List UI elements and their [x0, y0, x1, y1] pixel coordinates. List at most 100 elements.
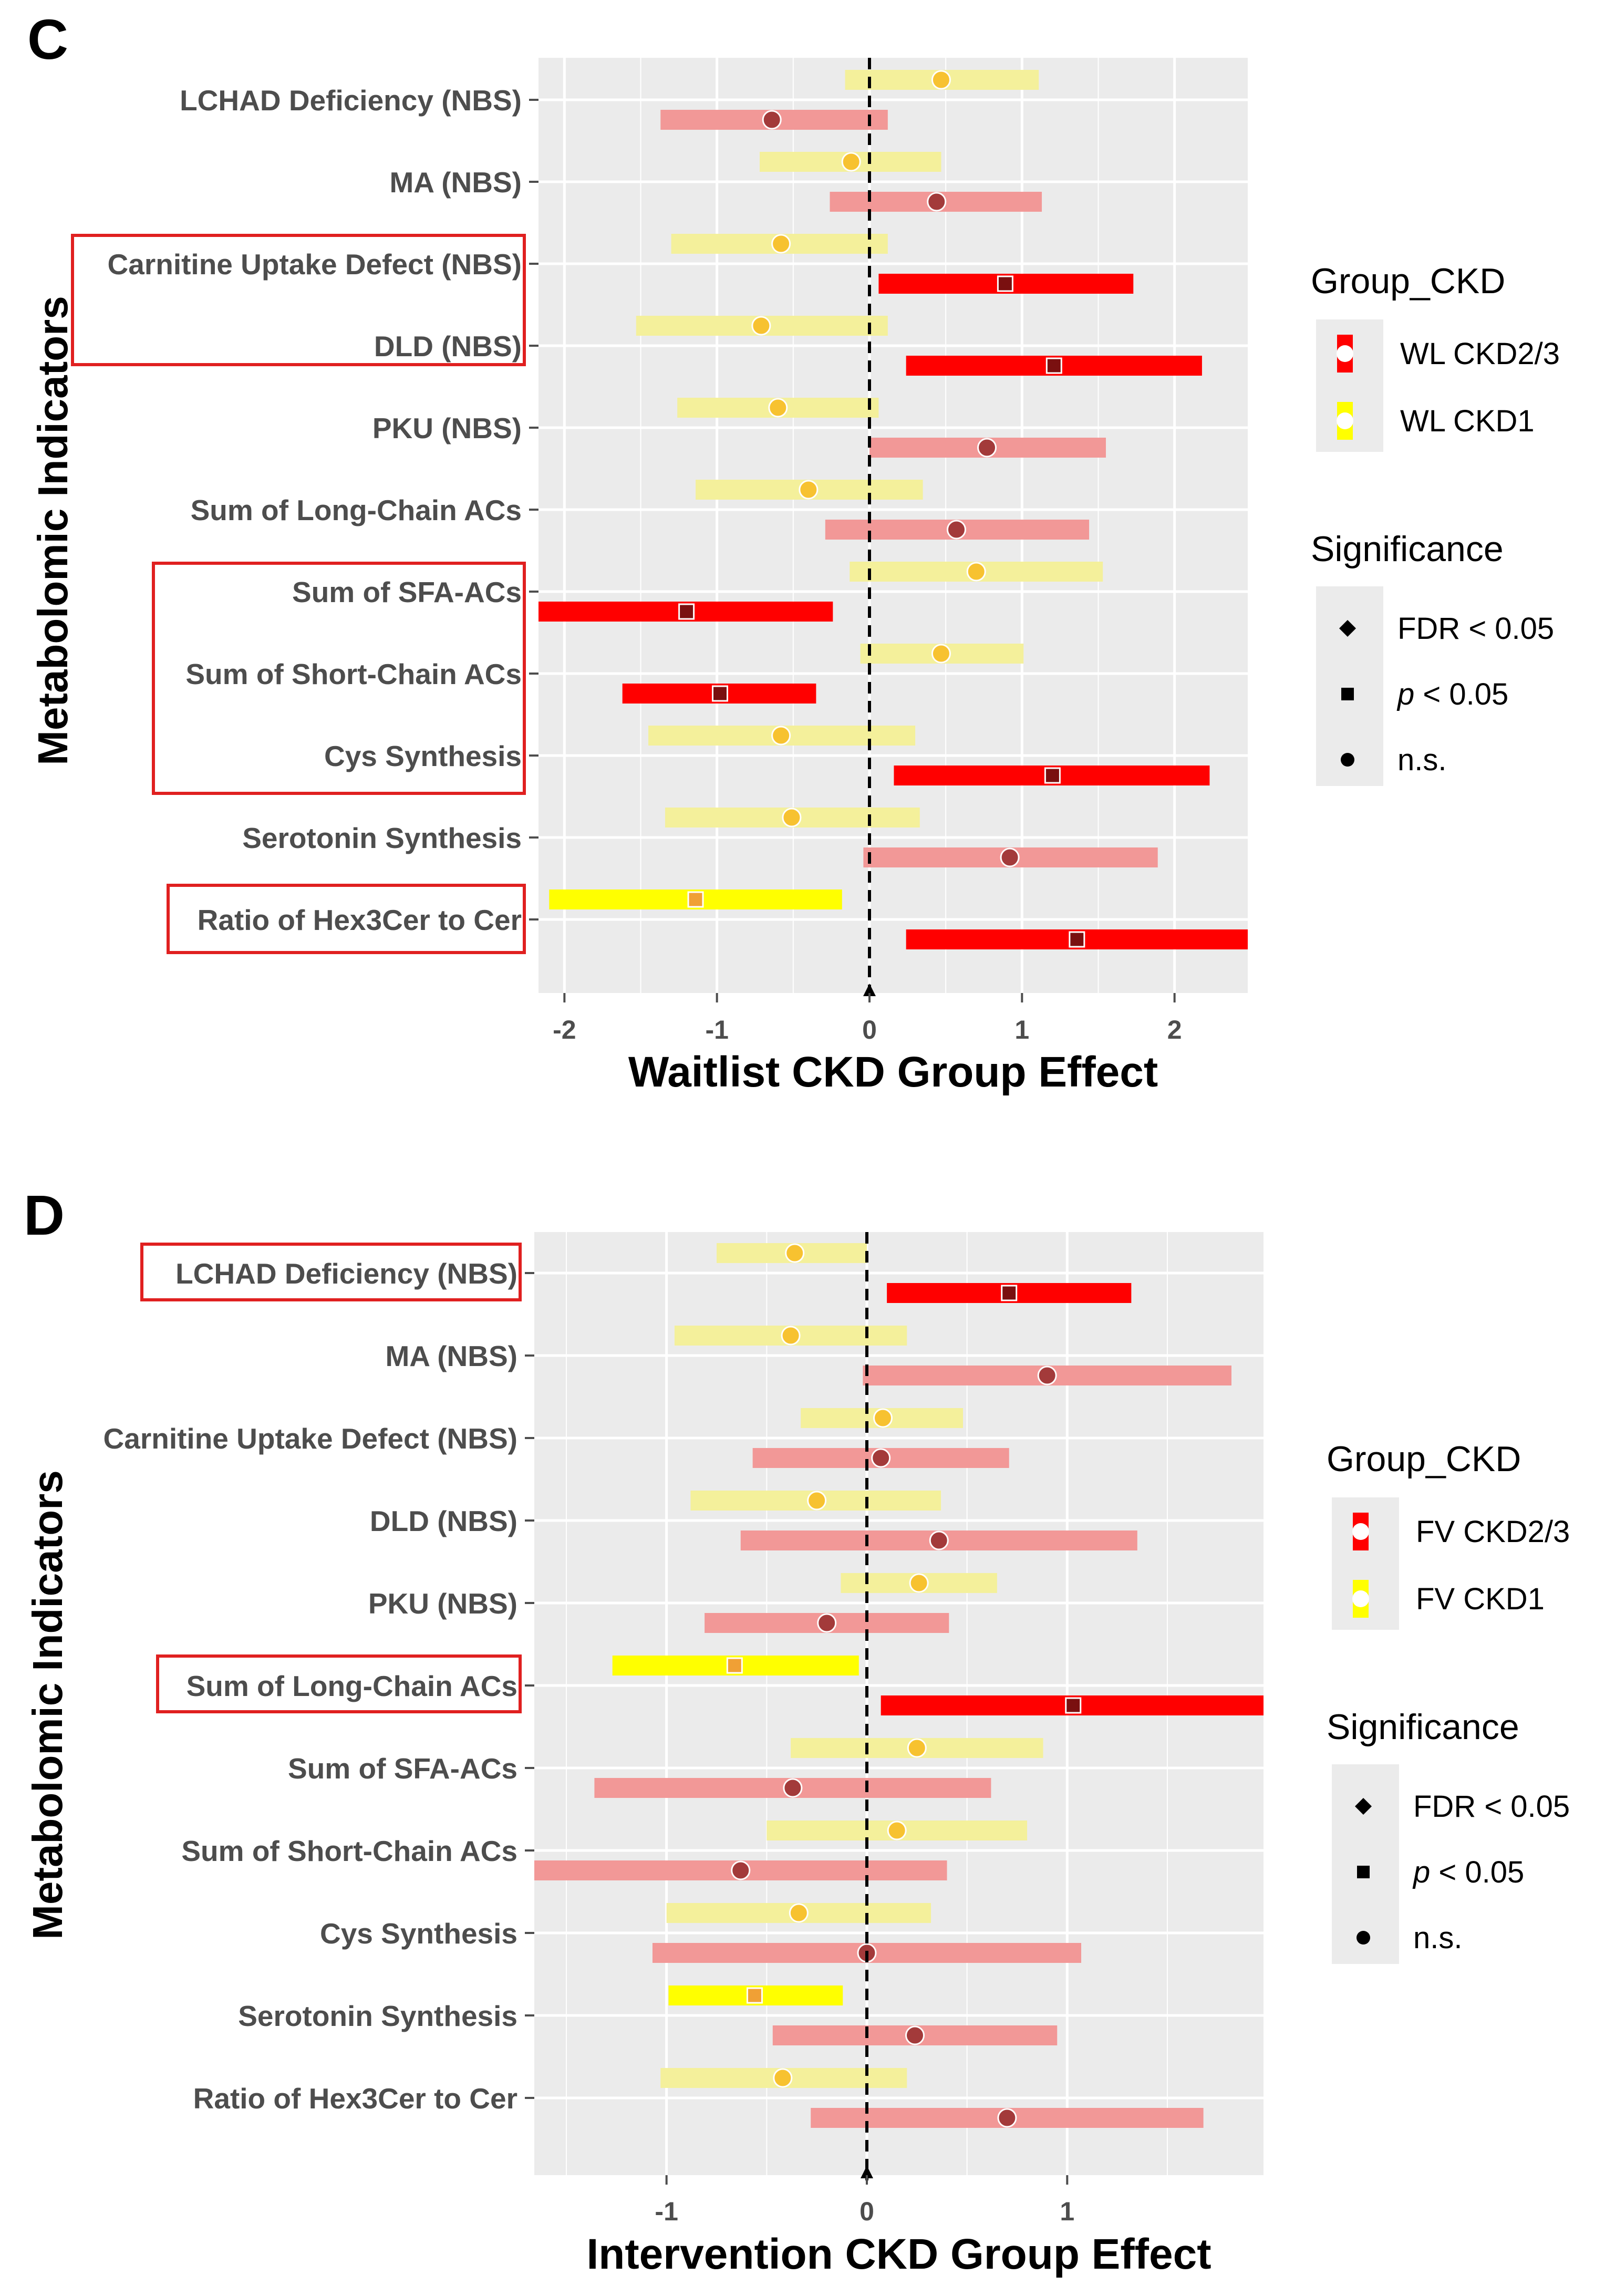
legend-significance-title: Significance: [1311, 529, 1504, 569]
ckd23-estimate-point: [927, 192, 947, 212]
legend-significance-label: n.s.: [1397, 743, 1447, 777]
ckd23-estimate-square: [1069, 931, 1085, 948]
ckd1-estimate-point: [799, 480, 819, 500]
x-tick-label: 1: [1014, 1015, 1029, 1044]
ckd1-estimate-point: [771, 726, 791, 746]
highlight-box: [167, 884, 526, 954]
legend-group-title: Group_CKD: [1311, 261, 1505, 301]
y-tick-label: LCHAD Deficiency (NBS): [180, 84, 522, 117]
legend-group-label: FV CKD1: [1416, 1582, 1545, 1616]
x-tick-label: -2: [553, 1015, 576, 1044]
ckd23-estimate-square: [1065, 1697, 1082, 1714]
ckd1-estimate-square: [746, 1987, 763, 2004]
y-tick-label: DLD (NBS): [370, 1505, 517, 1537]
zero-arrow-icon: [863, 984, 876, 996]
ckd23-estimate-point: [929, 1530, 949, 1550]
panel-d: D LCHAD Deficiency (NBS) MA (NBS) Carnitine…: [24, 1183, 1570, 2278]
y-tick-label: DLD (NBS): [374, 330, 522, 363]
ckd1-estimate-point: [873, 1408, 893, 1428]
x-tick-label: -1: [655, 2197, 678, 2226]
ckd1-estimate-point: [768, 398, 788, 418]
y-tick-label: Sum of Long-Chain ACs: [191, 494, 522, 526]
legend-circle-icon: [1341, 753, 1354, 767]
ckd23-estimate-point: [977, 438, 997, 458]
x-axis-title: Intervention CKD Group Effect: [586, 2230, 1211, 2278]
legend-key-point: [1352, 1590, 1369, 1607]
ckd23-estimate-square: [1044, 767, 1061, 784]
y-tick-label: MA (NBS): [385, 1340, 517, 1372]
legend-key-point: [1337, 412, 1353, 429]
ckd23-estimate-point: [762, 110, 782, 130]
y-tick-label: Ratio of Hex3Cer to Cer: [193, 2082, 517, 2115]
legend-group-label: WL CKD2/3: [1400, 337, 1560, 371]
panel-letter: C: [27, 7, 68, 71]
x-tick-label: 0: [860, 2197, 874, 2226]
ckd1-estimate-point: [931, 644, 951, 664]
legend-group-label: FV CKD2/3: [1416, 1515, 1570, 1549]
highlight-box: [140, 1243, 522, 1301]
legend-diamond-icon: [1355, 1798, 1372, 1815]
ckd23-estimate-square: [678, 603, 695, 620]
ckd1-estimate-point: [887, 1821, 907, 1840]
y-tick-label: Serotonin Synthesis: [242, 822, 522, 854]
legend-significance-value: n.s.: [1397, 743, 1447, 777]
ckd1-estimate-point: [909, 1573, 929, 1593]
y-tick-label: Carnitine Uptake Defect (NBS): [108, 248, 522, 281]
ckd1-estimate-point: [841, 152, 861, 172]
ckd23-estimate-point: [1000, 847, 1020, 867]
legend-square-icon: [1341, 688, 1354, 700]
legend-significance-value: < 0.05: [1460, 612, 1554, 646]
y-tick-label: Sum of Short-Chain ACs: [181, 1835, 517, 1867]
ckd1-estimate-square: [726, 1657, 743, 1674]
panel-letter: D: [24, 1183, 65, 1247]
legend-square-icon: [1357, 1866, 1370, 1878]
legend-significance-value: n.s.: [1413, 1921, 1463, 1955]
y-tick-label: PKU (NBS): [368, 1587, 517, 1620]
ckd1-estimate-point: [966, 562, 986, 582]
legend-significance-label: FDR < 0.05: [1413, 1790, 1570, 1824]
ckd23-estimate-square: [711, 685, 728, 702]
ckd1-estimate-point: [751, 316, 771, 336]
legend-significance-title: Significance: [1327, 1707, 1519, 1747]
ckd1-estimate-point: [773, 2068, 793, 2088]
y-tick-label: PKU (NBS): [372, 412, 522, 444]
y-axis-title: Metabolomic Indicators: [24, 1470, 71, 1939]
panel-c: C LCHAD Deficiency (NBS) MA (NBS) Carnitine…: [27, 7, 1560, 1096]
legend-key-background: [1332, 1764, 1399, 1964]
ckd23-estimate-point: [905, 2025, 925, 2045]
ckd23-estimate-point: [783, 1778, 803, 1798]
legend-key-point: [1337, 345, 1353, 362]
x-tick-label: 2: [1167, 1015, 1182, 1044]
y-tick-label: Carnitine Uptake Defect (NBS): [103, 1422, 517, 1455]
legend-key-point: [1352, 1523, 1369, 1540]
ckd23-estimate-square: [997, 275, 1013, 292]
legend-key-background: [1316, 586, 1383, 786]
y-tick-label: Sum of SFA-ACs: [288, 1752, 517, 1785]
ckd1-estimate-point: [782, 808, 802, 828]
highlight-box: [71, 234, 526, 366]
ckd1-estimate-square: [687, 891, 704, 908]
legend-significance-value: < 0.05: [1430, 1855, 1524, 1889]
y-tick-label: Sum of SFA-ACs: [292, 576, 522, 608]
legend-significance-label: p < 0.05: [1396, 677, 1508, 711]
ckd23-estimate-square: [1001, 1285, 1018, 1301]
ckd1-estimate-point: [781, 1326, 801, 1346]
y-tick-label: Serotonin Synthesis: [238, 2000, 517, 2032]
legend-diamond-icon: [1339, 620, 1356, 637]
x-tick-label: -1: [705, 1015, 728, 1044]
legend-group-label: WL CKD1: [1400, 404, 1535, 438]
ckd1-estimate-point: [771, 234, 791, 254]
y-tick-label: Sum of Long-Chain ACs: [187, 1670, 517, 1702]
ckd1-estimate-point: [807, 1491, 827, 1511]
ckd1-estimate-point: [785, 1243, 805, 1263]
ckd23-estimate-point: [731, 1860, 751, 1880]
y-axis-title: Metabolomic Indicators: [29, 296, 76, 765]
legend-circle-icon: [1357, 1931, 1370, 1945]
x-tick-label: 0: [862, 1015, 877, 1044]
ckd23-estimate-point: [817, 1613, 837, 1633]
legend-significance-label: FDR < 0.05: [1397, 612, 1554, 646]
ckd1-estimate-point: [931, 70, 951, 90]
legend-significance-prefix: FDR: [1397, 612, 1460, 646]
legend-significance-value: < 0.05: [1414, 677, 1508, 711]
y-tick-label: MA (NBS): [389, 166, 522, 199]
